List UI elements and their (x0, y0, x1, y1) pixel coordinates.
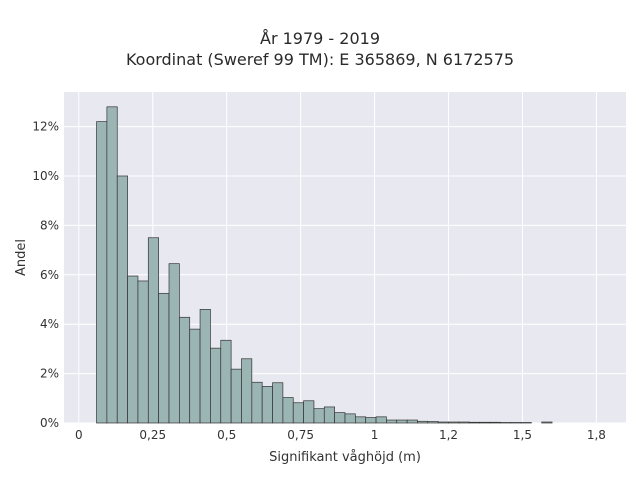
histogram-bar (189, 328, 201, 424)
histogram-bar (127, 275, 139, 424)
histogram-bar (489, 421, 501, 424)
histogram-bar (210, 347, 222, 424)
x-tick-label: 0,25 (139, 428, 166, 442)
histogram-bar (365, 417, 377, 424)
y-tick-label: 10% (32, 169, 59, 183)
x-tick-label: 0,5 (217, 428, 236, 442)
histogram-bar (292, 402, 304, 424)
histogram-bar (241, 358, 253, 424)
histogram-bar (344, 413, 356, 424)
x-tick-label: 1,2 (439, 428, 458, 442)
histogram-bar (230, 368, 242, 424)
histogram-bar (96, 121, 108, 424)
y-tick-label: 12% (32, 120, 59, 134)
histogram-bar (303, 400, 315, 424)
histogram-bar (323, 406, 335, 424)
histogram-bar (251, 381, 263, 424)
y-tick-label: 6% (40, 268, 59, 282)
histogram-bar (334, 412, 346, 424)
histogram-bar (427, 421, 439, 424)
histogram-bar (137, 280, 149, 424)
histogram-bar (437, 421, 449, 424)
histogram-bar (147, 237, 160, 424)
y-tick-labels: 0% 2% 4% 6% 8% 10% 12% (32, 120, 59, 430)
y-axis-label: Andel (14, 239, 29, 276)
histogram-bar (220, 339, 232, 424)
x-tick-label: 1 (371, 428, 379, 442)
x-tick-label: 0,75 (287, 428, 314, 442)
histogram-bar (272, 382, 284, 424)
y-tick-label: 8% (40, 218, 59, 232)
histogram-bar (479, 421, 491, 424)
histogram-bar (282, 397, 294, 424)
histogram-bar (179, 316, 191, 424)
x-tick-label: 1,8 (587, 428, 606, 442)
x-tick-label: 0 (75, 428, 83, 442)
histogram-bar (106, 106, 118, 424)
histogram-bar (158, 292, 170, 424)
histogram-bar (386, 419, 398, 424)
histogram-bar (313, 408, 325, 424)
chart-title-line2: Koordinat (Sweref 99 TM): E 365869, N 61… (125, 50, 515, 69)
histogram-bar (168, 263, 180, 424)
x-tick-label: 1,5 (513, 428, 532, 442)
histogram-bar (355, 416, 367, 424)
histogram-bar (468, 421, 480, 424)
y-tick-label: 2% (40, 367, 59, 381)
histogram-bar (261, 386, 273, 424)
histogram-bar (375, 416, 387, 424)
histogram-bar (199, 309, 211, 424)
y-tick-label: 0% (40, 416, 59, 430)
histogram-bar (396, 419, 408, 424)
histogram-bar (458, 421, 470, 424)
histogram-bars (96, 106, 553, 424)
y-tick-label: 4% (40, 317, 59, 331)
histogram-bar (406, 419, 418, 424)
histogram-bar (448, 421, 460, 424)
x-tick-labels: 0 0,25 0,5 0,75 1 1,2 1,5 1,8 (75, 428, 606, 442)
histogram-bar (541, 421, 553, 424)
x-axis-label: Signifikant våghöjd (m) (269, 450, 421, 465)
histogram-bar (116, 175, 128, 424)
chart-title-line1: År 1979 - 2019 (260, 29, 380, 48)
histogram-bar (417, 420, 429, 424)
